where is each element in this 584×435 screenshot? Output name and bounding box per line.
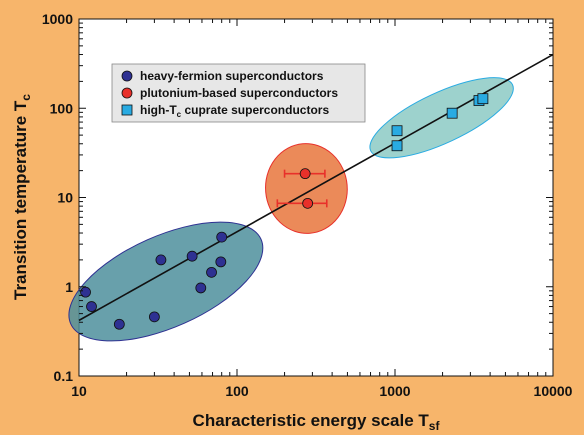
point-0-5	[186, 250, 198, 262]
legend-label-plutonium: plutonium-based superconductors	[140, 86, 338, 100]
y-axis-title-sub: c	[19, 94, 33, 101]
legend-label-cuprate-main: high-T	[140, 103, 177, 117]
tick-labels: 10 100 1000 10000 0.1 1 10 100 1000	[42, 11, 573, 399]
point-0-6	[195, 282, 207, 294]
y-tick-label-1: 1	[65, 279, 73, 295]
point-0-8	[215, 256, 227, 268]
point-2-2	[446, 107, 458, 119]
point-2-4	[477, 93, 489, 105]
point-1-1	[302, 197, 314, 209]
x-axis-title-sub: sf	[429, 419, 441, 433]
point-1-0	[299, 168, 311, 180]
legend-label-cuprate: high-Tc cuprate superconductors	[140, 103, 329, 119]
y-axis-title-main: Transition temperature T	[11, 100, 30, 300]
x-axis-title-main: Characteristic energy scale T	[193, 411, 430, 430]
data-points	[80, 93, 489, 330]
legend-marker-heavy-fermion	[121, 70, 133, 82]
legend-label-cuprate-sub: c	[177, 110, 182, 119]
y-tick-label-3: 100	[50, 100, 74, 116]
legend-marker-cuprate	[121, 104, 133, 116]
x-tick-label-2: 1000	[379, 383, 410, 399]
point-0-2	[113, 318, 125, 330]
x-tick-label-0: 10	[71, 383, 87, 399]
x-axis-title: Characteristic energy scale Tsf	[193, 411, 441, 433]
point-0-9	[216, 231, 228, 243]
point-0-1	[86, 301, 97, 312]
point-0-4	[155, 254, 167, 266]
legend-marker-plutonium	[121, 87, 133, 99]
legend-label-heavy-fermion: heavy-fermion superconductors	[140, 69, 324, 83]
y-tick-label-4: 1000	[42, 11, 73, 27]
point-0-3	[148, 311, 160, 323]
ellipse-series-0	[68, 221, 264, 342]
point-2-0	[391, 125, 403, 137]
ellipse-series-1	[265, 143, 348, 234]
y-tick-label-2: 10	[57, 190, 73, 206]
axis-ticks	[78, 18, 554, 377]
y-axis-title: Transition temperature Tc	[11, 94, 33, 300]
point-0-7	[206, 266, 217, 278]
legend: heavy-fermion superconductors plutonium-…	[111, 63, 366, 123]
y-tick-label-0: 0.1	[54, 368, 74, 384]
x-tick-label-3: 10000	[534, 383, 573, 399]
x-tick-label-1: 100	[225, 383, 249, 399]
point-2-1	[391, 140, 403, 152]
legend-box	[111, 63, 366, 123]
legend-label-cuprate-rest: cuprate superconductors	[181, 103, 329, 117]
